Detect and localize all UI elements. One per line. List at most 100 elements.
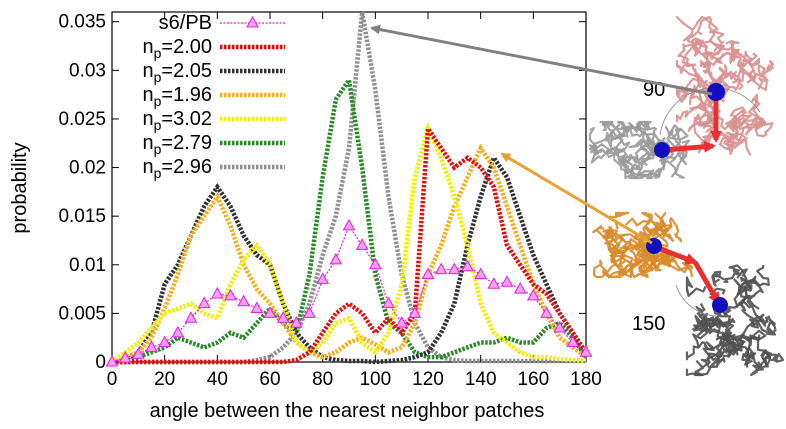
patch-top-1 bbox=[707, 83, 725, 101]
chain-segment bbox=[733, 275, 757, 308]
legend-label: s6/PB bbox=[159, 12, 212, 34]
patch-top-2 bbox=[654, 142, 670, 158]
rod-bottom-1 bbox=[654, 244, 698, 265]
chain-segment bbox=[604, 239, 634, 264]
chain-segment bbox=[693, 103, 714, 127]
chain-segment bbox=[718, 72, 744, 91]
data-point-s6pb bbox=[250, 301, 264, 314]
data-point-s6pb bbox=[513, 282, 527, 294]
legend-entry: np=1.96 bbox=[142, 84, 285, 109]
chain-segment bbox=[628, 127, 658, 151]
legend-label: np=2.00 bbox=[142, 36, 212, 61]
chain-segment bbox=[609, 211, 629, 230]
y-tick-label: 0.015 bbox=[58, 206, 106, 227]
data-point-s6pb bbox=[368, 257, 382, 270]
data-point-s6pb bbox=[329, 252, 343, 265]
y-tick-label: 0.01 bbox=[69, 255, 106, 276]
legend-entry: np=2.79 bbox=[142, 132, 285, 157]
chain-segment bbox=[742, 50, 761, 68]
chain-segment bbox=[748, 69, 768, 91]
polymer-chain-gray bbox=[588, 120, 691, 180]
chain-segment bbox=[718, 136, 736, 155]
chain-segment bbox=[693, 73, 712, 95]
x-tick-label: 140 bbox=[465, 369, 497, 390]
chain-segment bbox=[699, 51, 738, 68]
chain-segment bbox=[685, 276, 707, 297]
data-point-s6pb bbox=[408, 306, 422, 318]
chain-segment bbox=[725, 131, 752, 156]
chain-segment bbox=[602, 226, 618, 241]
data-point-s6pb bbox=[579, 345, 593, 357]
legend: s6/PBnp=2.00np=2.05np=1.96np=3.02np=2.79… bbox=[142, 12, 285, 181]
data-point-s6pb bbox=[105, 354, 119, 367]
series-line-np-2.00 bbox=[112, 122, 588, 365]
legend-label: np=3.02 bbox=[142, 108, 212, 133]
series-layer bbox=[105, 11, 593, 367]
data-point-s6pb bbox=[118, 351, 132, 363]
data-point-s6pb bbox=[487, 277, 501, 289]
chain-segment bbox=[699, 48, 740, 69]
legend-entry: np=2.05 bbox=[142, 60, 285, 85]
data-point-s6pb bbox=[224, 288, 237, 301]
series-line-np-2.96 bbox=[112, 11, 586, 365]
data-point-s6pb bbox=[197, 296, 211, 309]
axes: 0 20 40 60 80 100 120 140 160 180 0 0.005 0.01 0.015 0… bbox=[58, 11, 602, 390]
polymer-chain-pink bbox=[675, 15, 775, 156]
chain-segment bbox=[601, 120, 621, 141]
data-point-s6pb bbox=[474, 267, 488, 279]
chain-segment bbox=[613, 146, 630, 164]
chain-segment bbox=[750, 350, 772, 377]
data-point-s6pb bbox=[382, 296, 395, 309]
chain-segment bbox=[685, 352, 725, 377]
chain-segment bbox=[723, 279, 753, 316]
chain-segment bbox=[601, 259, 634, 279]
data-point-s6pb bbox=[171, 325, 185, 338]
angle-label-150: 150 bbox=[632, 313, 665, 335]
chain-segment bbox=[675, 60, 697, 78]
chain-segment bbox=[645, 132, 661, 152]
angle-arc-bottom bbox=[675, 284, 717, 317]
chain-segment bbox=[740, 268, 764, 298]
legend-label: np=2.79 bbox=[142, 132, 212, 157]
series-line-np-3.02 bbox=[110, 122, 587, 364]
data-point-s6pb bbox=[276, 311, 290, 323]
x-tick-label: 80 bbox=[312, 369, 333, 390]
legend-entry: s6/PB bbox=[159, 12, 285, 34]
y-tick-label: 0 bbox=[95, 352, 106, 373]
chain-segment bbox=[624, 161, 648, 180]
data-point-s6pb bbox=[447, 262, 461, 275]
angle-arc-top bbox=[659, 87, 761, 136]
chain-segment bbox=[740, 294, 762, 321]
data-point-s6pb bbox=[342, 218, 356, 231]
chain-segment bbox=[681, 39, 725, 66]
data-point-s6pb bbox=[553, 320, 567, 333]
chain-segment bbox=[691, 15, 725, 52]
x-tick-label: 120 bbox=[412, 369, 444, 390]
data-point-s6pb bbox=[500, 275, 514, 287]
data-point-s6pb bbox=[461, 259, 474, 272]
data-point-s6pb bbox=[263, 306, 277, 318]
chain-segment bbox=[616, 120, 647, 138]
data-point-s6pb bbox=[566, 335, 580, 348]
data-point-s6pb bbox=[184, 311, 198, 323]
chain-segment bbox=[716, 317, 736, 337]
chain-segment bbox=[675, 103, 706, 123]
chain-segment bbox=[709, 342, 733, 369]
data-point-s6pb bbox=[395, 316, 409, 328]
chain-segment bbox=[757, 313, 776, 327]
chain-segment bbox=[636, 167, 663, 180]
polymer-illustration-top: 90 bbox=[588, 15, 775, 180]
chain-segment bbox=[721, 331, 745, 348]
legend-label: np=2.96 bbox=[142, 156, 212, 181]
chain-segment bbox=[599, 120, 615, 139]
legend-label: np=2.05 bbox=[142, 60, 212, 85]
x-tick-label: 0 bbox=[107, 369, 118, 390]
data-point-s6pb bbox=[303, 306, 316, 318]
legend-label: np=1.96 bbox=[142, 84, 212, 109]
chain-segment bbox=[619, 233, 645, 251]
x-axis-label: angle between the nearest neighbor patch… bbox=[150, 400, 545, 422]
chain-segment bbox=[627, 151, 651, 170]
arrow-to-orange-peak bbox=[500, 152, 653, 245]
data-point-s6pb bbox=[289, 316, 303, 328]
